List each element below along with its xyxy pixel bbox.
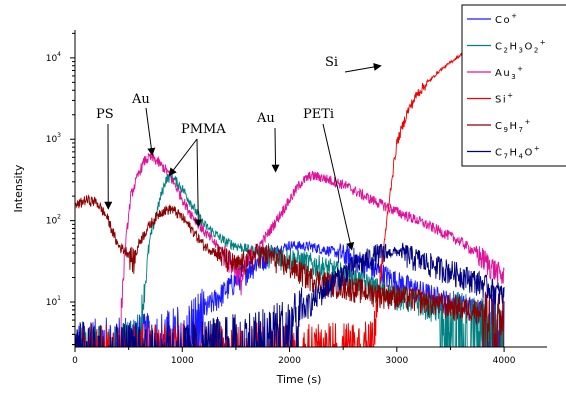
y-tick-label: 102 [46,214,61,227]
annotation-label: Au [256,111,275,126]
annotation-label: PS [96,107,114,122]
x-tick-label: 3000 [385,356,408,366]
annotation-arrow [146,108,152,155]
y-tick-label: 103 [46,132,61,145]
y-tick-label: 104 [46,51,61,64]
x-tick-label: 1000 [171,356,194,366]
annotation-arrow [345,66,381,72]
annotation-label: PETi [303,107,334,122]
legend-box [462,5,566,166]
x-axis-title: Time (s) [276,373,322,386]
annotation-label: Si [325,55,338,70]
y-tick-label: 101 [46,295,61,308]
x-tick-label: 2000 [278,356,301,366]
y-axis-title: Intensity [12,164,25,212]
x-tick-label: 0 [72,356,78,366]
annotation-label: PMMA [181,122,226,137]
annotation-arrow [275,128,276,172]
annotation-arrow [169,139,197,175]
x-tick-label: 4000 [493,356,516,366]
annotation-label: Au [131,92,150,107]
